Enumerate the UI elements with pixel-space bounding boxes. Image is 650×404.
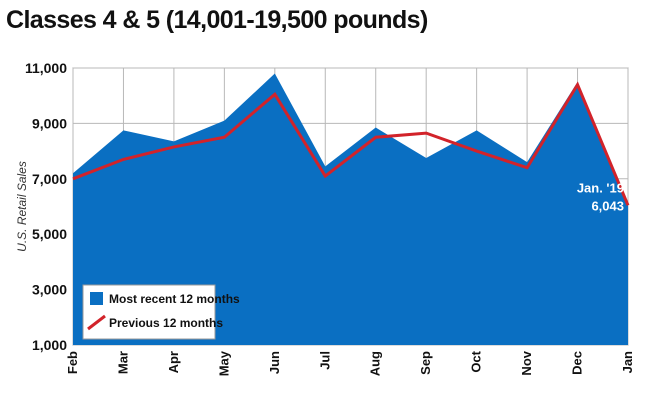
legend: Most recent 12 months Previous 12 months: [82, 284, 240, 340]
x-tick-label: May: [216, 350, 231, 376]
y-tick-label: 7,000: [32, 171, 67, 187]
x-tick-label: Jan: [620, 351, 635, 373]
y-tick-label: 1,000: [32, 337, 67, 353]
series-line-previous: [72, 81, 630, 206]
legend-swatch-line: [87, 314, 106, 331]
legend-label-previous: Previous 12 months: [109, 316, 223, 330]
line-layer: [72, 81, 630, 206]
annotation-value: 6,043: [591, 198, 624, 213]
x-tick-label: Feb: [65, 351, 80, 374]
series-area-recent: [73, 73, 628, 345]
x-tick-label: Jul: [317, 351, 332, 370]
x-tick-label: Dec: [570, 351, 585, 375]
x-tick-label: Apr: [166, 351, 181, 373]
x-tick-label: Oct: [469, 350, 484, 372]
x-tick-label: Aug: [368, 351, 383, 376]
annotation-date: Jan. '19: [577, 180, 624, 195]
x-tick-label: Sep: [418, 351, 433, 375]
area-layer: [73, 73, 628, 345]
y-axis-label: U.S. Retail Sales: [15, 161, 29, 252]
y-tick-label: 3,000: [32, 282, 67, 298]
y-tick-label: 9,000: [32, 115, 67, 131]
x-tick-label: Jun: [267, 351, 282, 374]
axis-layer: 1,000 3,000 5,000 7,000 9,000 11,000 Feb Mar Apr…: [25, 60, 635, 376]
legend-swatch-area: [90, 292, 103, 305]
chart-title: Classes 4 & 5 (14,001-19,500 pounds): [6, 6, 428, 34]
y-tick-label: 5,000: [32, 226, 67, 242]
legend-label-recent: Most recent 12 months: [109, 292, 240, 306]
legend-box: [82, 284, 216, 340]
x-tick-label: Nov: [519, 350, 534, 375]
y-tick-label: 11,000: [25, 60, 67, 76]
x-tick-label: Mar: [115, 351, 130, 374]
